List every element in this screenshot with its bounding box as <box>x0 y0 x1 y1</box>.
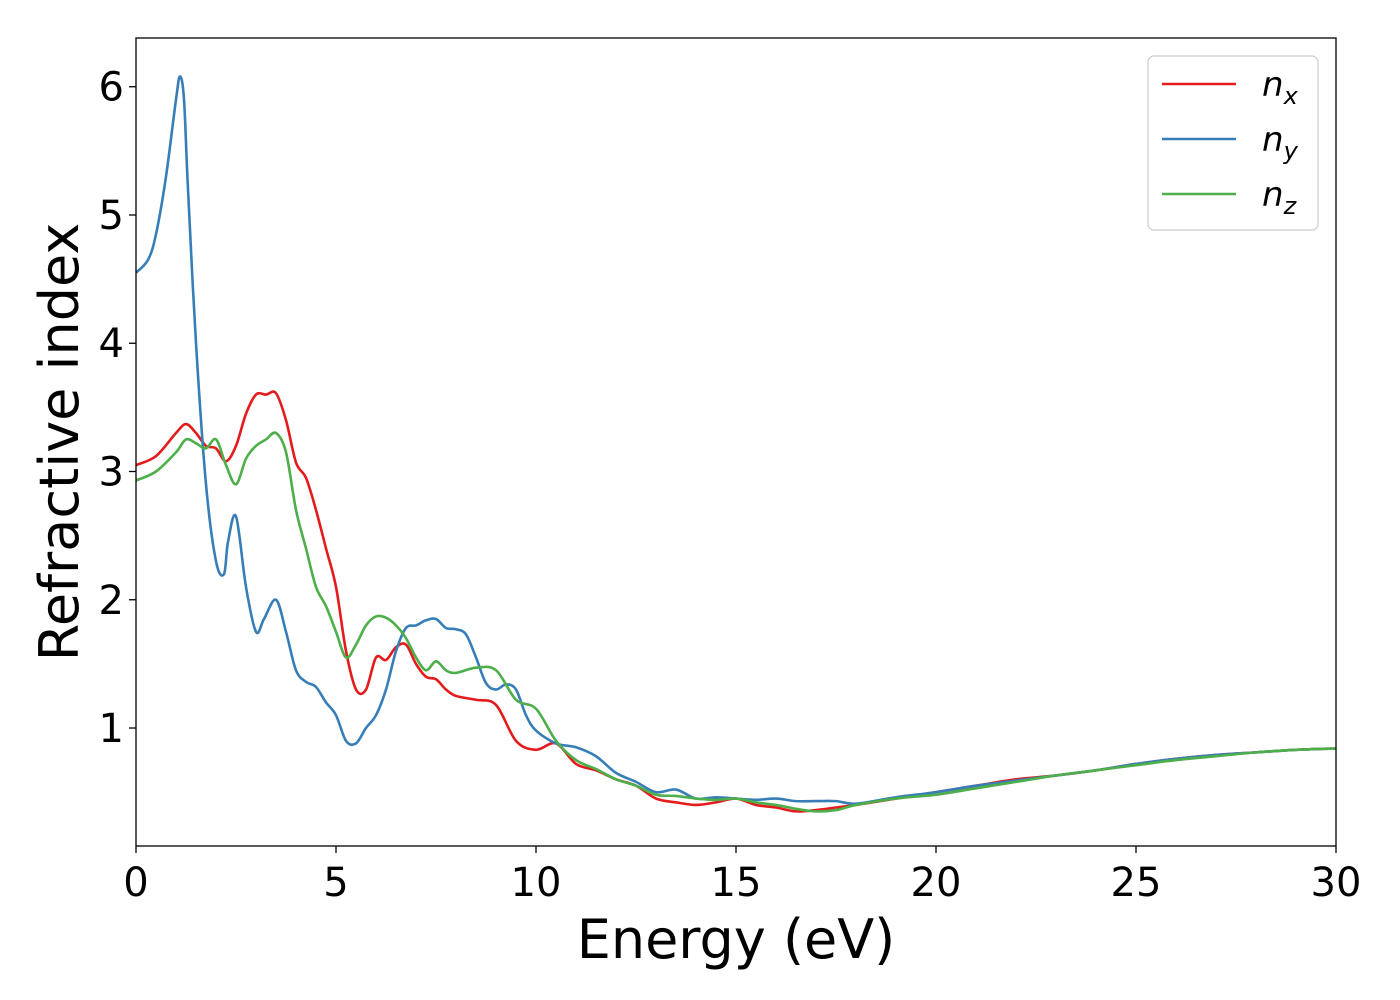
legend-box <box>1147 55 1319 231</box>
y-tick-label: 3 <box>99 449 124 495</box>
series-line-nz <box>135 431 1337 813</box>
x-axis-ticks: 0 5 10 15 20 25 30 <box>123 846 1361 906</box>
legend-label-nx: nx <box>1262 65 1299 110</box>
x-tick-label: 0 <box>123 860 148 906</box>
y-tick-label: 5 <box>99 193 124 239</box>
x-tick-label: 20 <box>911 860 962 906</box>
y-tick-label: 6 <box>99 65 124 111</box>
plot-lines <box>135 75 1337 813</box>
y-tick-label: 1 <box>99 706 124 752</box>
y-tick-label: 2 <box>99 578 124 624</box>
x-tick-label: 30 <box>1311 860 1362 906</box>
y-axis-ticks: 1 2 3 4 5 6 <box>99 65 136 752</box>
x-tick-label: 5 <box>323 860 348 906</box>
x-tick-label: 15 <box>711 860 762 906</box>
legend-label-ny: ny <box>1262 120 1299 165</box>
legend: nx ny nz <box>1147 55 1319 231</box>
x-tick-label: 10 <box>511 860 562 906</box>
y-axis-label: Refractive index <box>28 223 91 662</box>
legend-label-nz: nz <box>1262 175 1298 220</box>
y-tick-label: 4 <box>99 321 124 367</box>
x-axis-label: Energy (eV) <box>577 908 896 971</box>
x-tick-label: 25 <box>1111 860 1162 906</box>
series-line-nx <box>135 390 1337 813</box>
